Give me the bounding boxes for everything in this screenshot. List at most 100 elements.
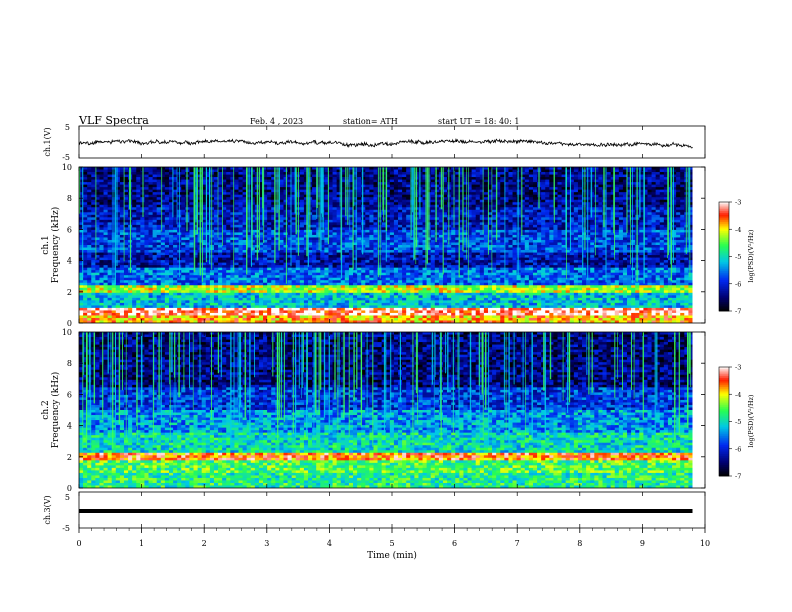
spectrogram-cell <box>312 219 317 223</box>
spectrogram-cell <box>152 275 158 279</box>
spectrogram-cell <box>398 260 403 264</box>
spectrogram-cell <box>332 197 338 201</box>
spectrogram-cell <box>107 212 113 216</box>
spectrogram-cell <box>303 295 309 299</box>
spectrogram-cell <box>107 227 113 231</box>
spectrogram-cell <box>148 212 154 216</box>
spectrogram-cell <box>357 285 362 289</box>
spectrogram-cell <box>267 317 272 321</box>
spectrogram-cell <box>213 277 219 281</box>
spectrogram-cell <box>238 227 243 231</box>
spectrogram-cell <box>295 317 301 321</box>
spectrogram-cell <box>132 167 137 170</box>
spectrogram-cell <box>344 232 350 236</box>
spectrogram-cell <box>222 169 227 173</box>
spectrogram-cell <box>258 179 264 183</box>
spectrogram-cell <box>353 305 358 309</box>
spectrogram-cell <box>103 229 109 233</box>
spectrogram-cell <box>103 224 109 228</box>
spectrogram-cell <box>87 295 92 299</box>
spectrogram-cell <box>340 229 346 233</box>
spectrogram-cell <box>344 315 350 319</box>
spectrogram-cell <box>238 305 243 309</box>
spectrogram-cell <box>258 252 264 256</box>
spectrogram-cell <box>168 295 174 299</box>
spectrogram-cell <box>99 222 104 226</box>
spectrogram-cell <box>99 252 104 256</box>
spectrogram-cell <box>148 312 154 316</box>
spectrogram-cell <box>144 199 149 203</box>
spectrogram-cell <box>95 217 100 221</box>
spectrogram-cell <box>201 292 207 296</box>
spectrogram-cell <box>299 282 305 286</box>
spectrogram-cell <box>234 207 239 211</box>
spectrogram-cell <box>152 194 158 198</box>
spectrogram-cell <box>373 267 378 271</box>
spectrogram-cell <box>373 255 378 258</box>
spectrogram-cell <box>357 290 362 294</box>
spectrogram-cell <box>230 297 235 301</box>
spectrogram-cell <box>189 285 194 289</box>
spectrogram-cell <box>263 272 268 276</box>
spectrogram-cell <box>324 229 329 233</box>
spectrogram-cell <box>193 305 199 309</box>
spectrogram-cell <box>152 212 158 216</box>
spectrogram-cell <box>263 315 268 319</box>
spectrogram-cell <box>181 199 186 203</box>
spectrogram-cell <box>185 275 190 279</box>
spectrogram-cell <box>123 252 129 256</box>
spectrogram-cell <box>234 300 239 304</box>
spectrogram-cell <box>91 237 96 241</box>
spectrogram-cell <box>389 250 395 253</box>
spectrogram-cell <box>357 315 362 319</box>
spectrogram-cell <box>115 297 121 301</box>
spectrogram-cell <box>213 272 219 276</box>
spectrogram-cell <box>328 187 333 191</box>
spectrogram-cell <box>348 217 354 221</box>
spectrogram-cell <box>148 287 154 291</box>
spectrogram-cell <box>164 184 170 188</box>
spectrogram-cell <box>357 187 362 191</box>
spectrogram-cell <box>144 275 149 279</box>
spectrogram-cell <box>263 177 268 180</box>
spectrogram-cell <box>201 237 207 241</box>
spectrogram-cell <box>222 297 227 301</box>
spectrogram-cell <box>95 310 100 314</box>
spectrogram-cell <box>279 197 284 201</box>
spectrogram-cell <box>295 262 301 266</box>
spectrogram-cell <box>267 315 272 319</box>
spectrogram-cell <box>398 287 403 291</box>
spectrogram-cell <box>340 265 346 269</box>
spectrogram-cell <box>205 312 211 316</box>
spectrogram-cell <box>258 212 264 216</box>
spectrogram-cell <box>271 204 276 208</box>
spectrogram-cell <box>222 265 227 269</box>
spectrogram-cell <box>332 242 338 246</box>
spectrogram-cell <box>185 260 190 264</box>
spectrogram-cell <box>308 277 313 281</box>
spectrogram-cell <box>332 245 338 248</box>
spectrogram-cell <box>99 295 104 299</box>
spectrogram-cell <box>263 182 268 186</box>
spectrogram-cell <box>230 229 235 233</box>
spectrogram-cell <box>209 280 215 284</box>
spectrogram-cell <box>152 262 158 266</box>
spectrogram-cell <box>381 229 387 233</box>
spectrogram-cell <box>393 202 399 206</box>
spectrogram-cell <box>193 307 199 311</box>
spectrogram-cell <box>303 222 309 226</box>
spectrogram-cell <box>336 302 342 306</box>
spectrogram-cell <box>377 270 383 274</box>
spectrogram-cell <box>218 187 223 191</box>
spectrogram-cell <box>308 260 313 264</box>
spectrogram-cell <box>336 179 342 183</box>
spectrogram-cell <box>328 245 333 248</box>
spectrogram-cell <box>148 167 154 170</box>
spectrogram-cell <box>361 300 366 304</box>
spectrogram-cell <box>344 252 350 256</box>
spectrogram-cell <box>271 209 276 213</box>
spectrogram-cell <box>160 292 166 296</box>
spectrogram-cell <box>181 204 186 208</box>
spectrogram-cell <box>226 310 231 314</box>
spectrogram-cell <box>381 315 387 319</box>
